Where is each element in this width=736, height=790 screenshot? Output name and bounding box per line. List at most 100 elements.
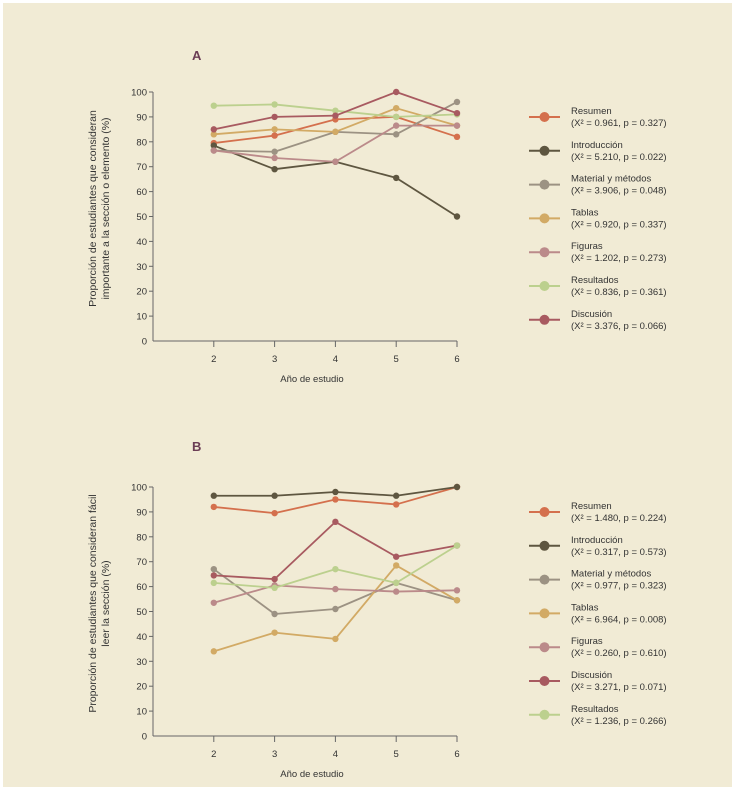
data-point bbox=[453, 483, 461, 491]
x-tick-label: 6 bbox=[454, 749, 459, 760]
data-point bbox=[393, 174, 400, 182]
legend-label: Material y métodos bbox=[571, 569, 652, 580]
series-tablas bbox=[210, 104, 461, 138]
legend-item: Figuras(X² = 1.202, p = 0.273) bbox=[529, 241, 667, 264]
data-point bbox=[271, 126, 278, 133]
legend-item: Resultados(X² = 0.836, p = 0.361) bbox=[529, 275, 667, 298]
legend-stat: (X² = 0.317, p = 0.573) bbox=[571, 547, 667, 558]
x-tick-label: 2 bbox=[211, 354, 216, 365]
y-tick-label: 50 bbox=[136, 607, 147, 618]
legend-item: Resumen(X² = 0.961, p = 0.327) bbox=[529, 106, 667, 129]
legend-stat: (X² = 0.920, p = 0.337) bbox=[571, 219, 667, 230]
y-tick-label: 60 bbox=[136, 187, 147, 198]
data-point bbox=[453, 213, 461, 220]
x-tick-label: 5 bbox=[394, 354, 399, 365]
legend-item: Material y métodos(X² = 0.977, p = 0.323… bbox=[529, 569, 667, 592]
data-point bbox=[210, 599, 217, 606]
data-point bbox=[210, 579, 217, 587]
data-point bbox=[453, 597, 461, 604]
legend-item: Discusión(X² = 3.376, p = 0.066) bbox=[529, 309, 667, 332]
data-point bbox=[271, 132, 278, 139]
legend-item: Discusión(X² = 3.271, p = 0.071) bbox=[529, 670, 667, 693]
x-tick-label: 3 bbox=[272, 749, 277, 760]
legend-stat: (X² = 1.202, p = 0.273) bbox=[571, 253, 667, 264]
legend: Resumen(X² = 0.961, p = 0.327) Introducci… bbox=[529, 106, 667, 332]
y-axis-title-line: Proporción de estudiantes que consideran… bbox=[87, 494, 99, 712]
data-point bbox=[332, 518, 339, 526]
legend-label: Figuras bbox=[571, 636, 603, 647]
data-point bbox=[453, 98, 461, 106]
y-tick-label: 0 bbox=[142, 732, 147, 743]
y-tick-label: 10 bbox=[136, 312, 147, 323]
data-point bbox=[210, 102, 217, 109]
legend-item: Tablas(X² = 6.964, p = 0.008) bbox=[529, 602, 667, 625]
x-axis-title: Año de estudio bbox=[280, 769, 343, 780]
data-point bbox=[332, 585, 339, 593]
data-point bbox=[210, 492, 217, 499]
legend-swatch-marker bbox=[539, 642, 550, 653]
data-point bbox=[393, 562, 400, 569]
legend-label: Resultados bbox=[571, 704, 619, 715]
data-point bbox=[271, 154, 278, 162]
y-tick-label: 80 bbox=[136, 532, 147, 543]
legend-item: Tablas(X² = 0.920, p = 0.337) bbox=[529, 207, 667, 230]
data-point bbox=[453, 587, 461, 594]
x-tick-label: 3 bbox=[272, 354, 277, 365]
legend-label: Tablas bbox=[571, 207, 599, 218]
legend-label: Resumen bbox=[571, 501, 612, 512]
y-axis-title-line: importante a la sección o elemento (%) bbox=[100, 117, 112, 299]
legend-item: Resumen(X² = 1.480, p = 0.224) bbox=[529, 501, 667, 524]
series-line bbox=[213, 144, 458, 218]
x-tick-label: 5 bbox=[394, 749, 399, 760]
data-point bbox=[453, 133, 461, 141]
data-point bbox=[332, 107, 339, 114]
legend-swatch-marker bbox=[539, 112, 550, 122]
legend-stat: (X² = 1.480, p = 0.224) bbox=[571, 513, 667, 524]
series-figuras bbox=[210, 122, 461, 165]
data-point bbox=[393, 131, 400, 138]
y-tick-label: 40 bbox=[136, 632, 147, 643]
legend-item: Resultados(X² = 1.236, p = 0.266) bbox=[529, 704, 667, 727]
legend-swatch-marker bbox=[539, 676, 550, 686]
series-resultados bbox=[210, 542, 461, 592]
legend: Resumen(X² = 1.480, p = 0.224) Introducci… bbox=[529, 501, 667, 727]
data-point bbox=[210, 147, 217, 154]
data-point bbox=[393, 88, 400, 96]
legend-item: Introducción(X² = 0.317, p = 0.573) bbox=[529, 535, 667, 558]
y-tick-label: 0 bbox=[142, 337, 147, 348]
legend-swatch-marker bbox=[539, 540, 550, 551]
y-tick-label: 40 bbox=[136, 237, 147, 248]
legend-label: Figuras bbox=[571, 241, 603, 252]
legend-stat: (X² = 6.964, p = 0.008) bbox=[571, 614, 667, 625]
y-axis-title-line: Proporción de estudiantes que consideran bbox=[87, 110, 99, 307]
data-point bbox=[393, 104, 400, 112]
data-point bbox=[393, 113, 400, 121]
data-point bbox=[210, 572, 217, 579]
y-axis-title: Proporción de estudiantes que consideran… bbox=[87, 110, 112, 307]
y-tick-label: 80 bbox=[136, 137, 147, 148]
data-point bbox=[271, 610, 278, 618]
legend-swatch-marker bbox=[539, 179, 550, 190]
legend-swatch-marker bbox=[539, 281, 550, 291]
data-point bbox=[332, 488, 339, 496]
legend-swatch-marker bbox=[539, 709, 550, 720]
panel-label: A bbox=[192, 48, 202, 63]
data-point bbox=[332, 158, 339, 165]
chart-b: B 0 10 20 30 40 50 60 70 80 90 100 2 3 4 5 6 Año de estud… bbox=[87, 439, 667, 780]
legend-label: Discusión bbox=[571, 670, 612, 681]
data-point bbox=[210, 131, 217, 138]
legend-stat: (X² = 0.961, p = 0.327) bbox=[571, 118, 667, 129]
x-tick-label: 4 bbox=[333, 354, 338, 365]
legend-item: Figuras(X² = 0.260, p = 0.610) bbox=[529, 636, 667, 659]
x-axis-title: Año de estudio bbox=[280, 374, 343, 385]
legend-stat: (X² = 0.836, p = 0.361) bbox=[571, 287, 667, 298]
series-introducción bbox=[210, 483, 461, 499]
legend-item: Material y métodos(X² = 3.906, p = 0.048… bbox=[529, 174, 667, 197]
y-tick-label: 90 bbox=[136, 507, 147, 518]
data-point bbox=[332, 496, 339, 503]
data-point bbox=[210, 142, 217, 149]
legend-stat: (X² = 0.260, p = 0.610) bbox=[571, 648, 667, 659]
legend-label: Resultados bbox=[571, 275, 619, 286]
legend-label: Tablas bbox=[571, 602, 599, 613]
